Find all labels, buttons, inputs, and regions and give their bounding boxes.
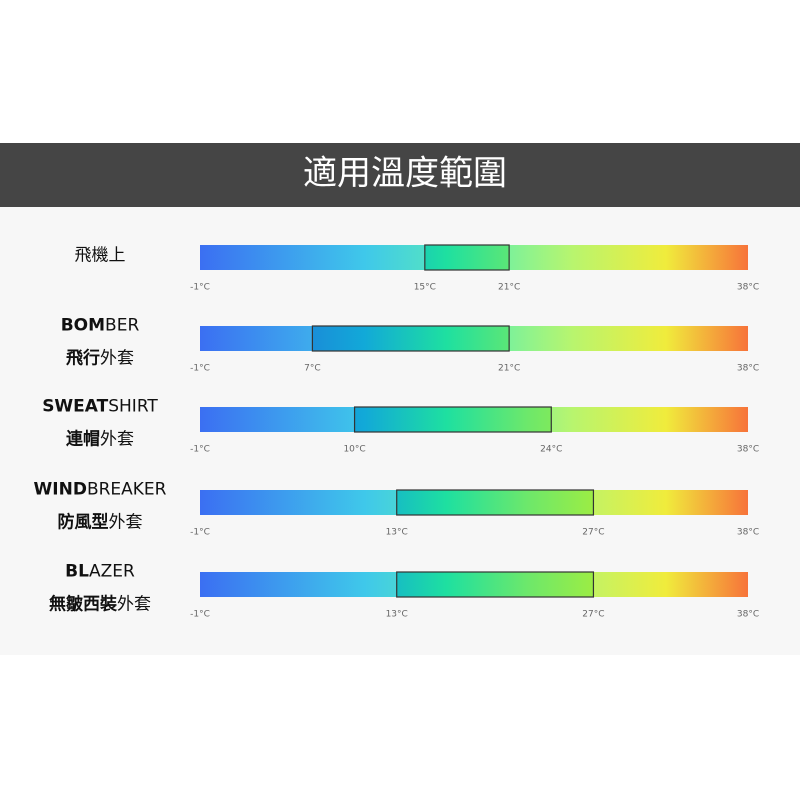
row-label: SWEATSHIRT bbox=[42, 397, 158, 417]
tick-label: 7°C bbox=[304, 364, 321, 374]
tick-label: 38°C bbox=[737, 283, 759, 293]
row-label: 無皺西裝外套 bbox=[49, 594, 151, 615]
label-bold: 飛行 bbox=[65, 348, 100, 369]
label-light: BREAKER bbox=[87, 480, 167, 500]
tick-label: 24°C bbox=[540, 445, 562, 455]
label-light: 外套 bbox=[100, 349, 134, 369]
range-box bbox=[396, 571, 595, 598]
tick-label: 13°C bbox=[386, 610, 408, 620]
tick-label: -1°C bbox=[190, 528, 210, 538]
label-bold: WIND bbox=[34, 480, 87, 500]
tick-label: -1°C bbox=[190, 283, 210, 293]
label-bold: 防風型 bbox=[58, 512, 109, 533]
header-band bbox=[0, 143, 800, 207]
label-light: 外套 bbox=[109, 513, 143, 533]
tick-label: 38°C bbox=[737, 445, 759, 455]
range-box bbox=[353, 406, 552, 433]
label-light: 外套 bbox=[100, 430, 134, 450]
tick-label: 21°C bbox=[498, 364, 520, 374]
label-light: SHIRT bbox=[108, 397, 158, 417]
label-bold: 無皺西裝 bbox=[49, 594, 118, 615]
label-bold: SWEAT bbox=[42, 397, 108, 417]
tick-label: 38°C bbox=[737, 364, 759, 374]
range-box bbox=[396, 489, 595, 516]
row-label: BLAZER bbox=[65, 562, 135, 582]
label-light: 飛機上 bbox=[75, 246, 126, 266]
title: 適用溫度範圍 bbox=[303, 154, 507, 194]
label-light: AZER bbox=[89, 562, 135, 582]
label-bold: 連帽 bbox=[66, 429, 100, 450]
tick-label: -1°C bbox=[190, 445, 210, 455]
label-light: 外套 bbox=[117, 595, 151, 615]
row-label: WINDBREAKER bbox=[34, 480, 167, 500]
tick-label: 38°C bbox=[737, 528, 759, 538]
row-label: 飛機上 bbox=[75, 246, 126, 266]
row-label: 飛行外套 bbox=[65, 348, 134, 369]
tick-label: 21°C bbox=[498, 283, 520, 293]
tick-label: -1°C bbox=[190, 610, 210, 620]
label-light: BER bbox=[105, 316, 139, 336]
tick-label: 27°C bbox=[582, 528, 604, 538]
range-box bbox=[424, 244, 510, 271]
range-box bbox=[311, 325, 510, 352]
tick-label: 38°C bbox=[737, 610, 759, 620]
label-bold: BL bbox=[65, 562, 89, 582]
row-label: BOMBER bbox=[61, 316, 140, 336]
tick-label: 10°C bbox=[343, 445, 365, 455]
tick-label: -1°C bbox=[190, 364, 210, 374]
tick-label: 13°C bbox=[386, 528, 408, 538]
tick-label: 27°C bbox=[582, 610, 604, 620]
tick-label: 15°C bbox=[414, 283, 436, 293]
label-bold: BOM bbox=[61, 316, 105, 336]
row-label: 連帽外套 bbox=[66, 429, 134, 450]
row-label: 防風型外套 bbox=[58, 512, 143, 533]
